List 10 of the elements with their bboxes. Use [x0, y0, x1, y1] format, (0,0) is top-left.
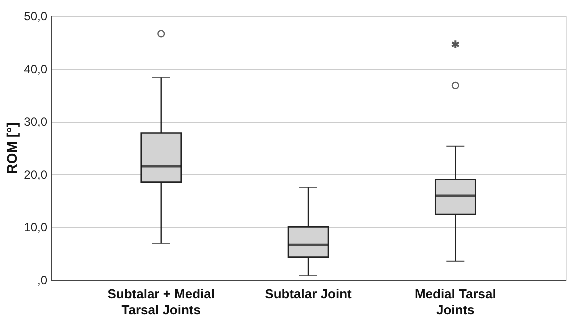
- y-tick-label: ,0: [37, 274, 48, 288]
- y-axis-title: ROM [°]: [4, 122, 20, 174]
- y-tick-label: 40,0: [24, 62, 48, 76]
- y-tick-label: 50,0: [24, 10, 48, 24]
- y-tick-label: 20,0: [24, 168, 48, 182]
- x-tick-label: Medial Tarsal Joints: [414, 286, 496, 318]
- x-tick-label: Subtalar + Medial Tarsal Joints: [108, 286, 216, 318]
- y-tick-label: 10,0: [24, 220, 48, 235]
- y-tick-label: 30,0: [24, 115, 48, 130]
- x-tick-label: Subtalar Joint: [265, 286, 353, 302]
